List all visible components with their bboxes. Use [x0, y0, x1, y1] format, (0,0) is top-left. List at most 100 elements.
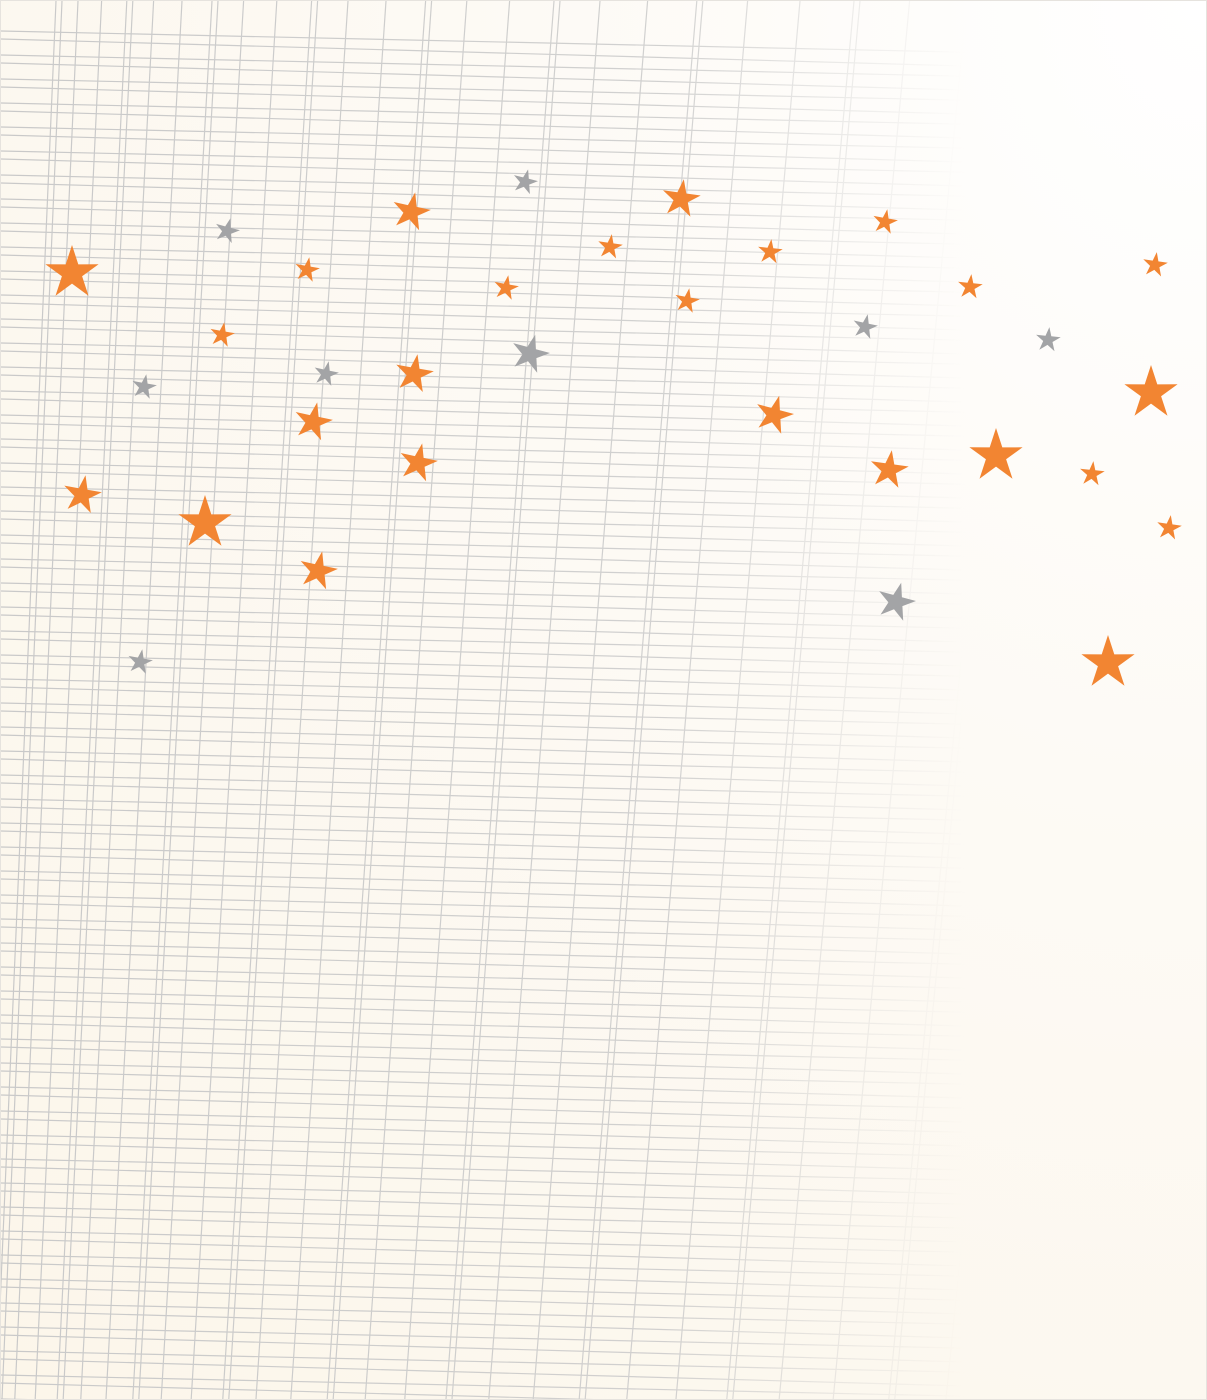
grid-line-horizontal [1, 207, 1001, 235]
grid-line-horizontal [1, 807, 1001, 835]
grid-line-horizontal [1, 183, 1001, 211]
grid-line-horizontal [1, 903, 1001, 931]
grid-line-horizontal [1, 847, 1001, 869]
star-orange-icon [301, 551, 338, 589]
grid-line-horizontal [1, 1111, 1001, 1133]
grid-line-horizontal [1, 999, 1001, 1027]
grid-line-horizontal [1, 1303, 1001, 1325]
star-orange-icon [178, 495, 231, 546]
grid-line-horizontal [1, 1351, 1001, 1373]
grid-line-horizontal [1, 855, 1001, 883]
grid-line-horizontal [1, 1311, 1001, 1339]
grid-line-horizontal [1, 1135, 1001, 1157]
grid-line-horizontal [1, 1191, 1001, 1219]
grid-line-horizontal [1, 471, 1001, 499]
star-orange-icon [45, 245, 98, 296]
grid-line-vertical [2, 1, 62, 1399]
grid-line-horizontal [1, 1143, 1001, 1171]
grid-line-horizontal [1, 135, 1001, 163]
grid-line-horizontal [1, 1023, 1001, 1051]
grid-line-horizontal [1, 823, 1001, 845]
grid-line-horizontal [1, 1263, 1001, 1291]
grid-line-vertical [579, 1, 697, 1399]
grid-line-horizontal [1, 711, 1001, 739]
grid-line-horizontal [1, 1255, 1001, 1277]
grid-line-horizontal [1, 495, 1001, 523]
grid-line-horizontal [1, 831, 1001, 859]
grid-line-horizontal [1, 591, 1001, 619]
grid-line-horizontal [1, 423, 1001, 451]
grid-line-horizontal [1, 967, 1001, 989]
grid-line-horizontal [1, 1087, 1001, 1109]
grid-line-horizontal [1, 319, 1001, 341]
grid-line-horizontal [1, 775, 1001, 797]
star-gray-icon [216, 218, 240, 243]
grid-line-horizontal [1, 703, 1001, 725]
grid-line-vertical [161, 1, 243, 1399]
star-orange-icon [1143, 252, 1168, 276]
grid-line-horizontal [1, 607, 1001, 629]
grid-line-horizontal [1, 1287, 1001, 1315]
grid-line-horizontal [1, 255, 1001, 283]
grid-line-horizontal [1, 991, 1001, 1013]
grid-line-horizontal [1, 511, 1001, 533]
grid-line-horizontal [1, 231, 1001, 259]
star-orange-icon [958, 274, 983, 298]
grid-line-horizontal [1, 151, 1001, 173]
grid-line-horizontal [1, 247, 1001, 269]
grid-line-horizontal [1, 63, 1001, 91]
grid-line-horizontal [1, 439, 1001, 461]
grid-line-horizontal [1, 199, 1001, 221]
star-gray-icon [1036, 327, 1061, 351]
grid-line-horizontal [1, 223, 1001, 245]
grid-line-horizontal [1, 1335, 1001, 1363]
star-orange-icon [663, 179, 701, 217]
grid-line-horizontal [1, 871, 1001, 893]
grid-line-horizontal [1, 463, 1001, 485]
grid-line-horizontal [1, 639, 1001, 667]
grid-line-horizontal [1, 727, 1001, 749]
star-orange-icon [394, 192, 431, 230]
grid-line-horizontal [1, 55, 1001, 77]
grid-line-vertical [1, 1, 56, 1399]
star-orange-icon [1080, 461, 1105, 485]
star-gray-icon [129, 649, 153, 674]
grid-line-horizontal [1, 175, 1001, 197]
grid-line-horizontal [1, 799, 1001, 821]
grid-line-horizontal [1, 343, 1001, 365]
grid-line-horizontal [1, 783, 1001, 811]
grid-line-horizontal [1, 1279, 1001, 1301]
grid-line-horizontal [1, 951, 1001, 979]
star-orange-icon [211, 322, 235, 347]
star-orange-icon [1157, 515, 1182, 539]
grid-line-horizontal [1, 655, 1001, 677]
star-orange-icon [874, 209, 898, 234]
grid-line-horizontal [1, 79, 1001, 101]
grid-line-horizontal [1, 303, 1001, 331]
grid-line-horizontal [1, 1375, 1001, 1397]
grid-line-horizontal [1, 927, 1001, 955]
perspective-grid [1, 1, 1086, 1399]
star-orange-icon [64, 475, 102, 513]
grid-line-horizontal [1, 295, 1001, 317]
grid-line-horizontal [1, 919, 1001, 941]
star-orange-icon [1081, 635, 1134, 686]
grid-line-horizontal [1, 1327, 1001, 1349]
grid-line-horizontal [1, 415, 1001, 437]
grid-line-horizontal [1, 1015, 1001, 1037]
grid-line-horizontal [1, 1039, 1001, 1061]
grid-line-horizontal [1, 1095, 1001, 1123]
grid-line-horizontal [1, 327, 1001, 355]
grid-line-horizontal [1, 375, 1001, 403]
grid-line-horizontal [1, 351, 1001, 379]
grid-line-horizontal [1, 159, 1001, 187]
star-orange-icon [1124, 365, 1177, 416]
grid-line-horizontal [1, 487, 1001, 509]
grid-line-horizontal [1, 975, 1001, 1003]
grid-line-horizontal [1, 895, 1001, 917]
grid-line-horizontal [1, 1359, 1001, 1387]
grid-line-horizontal [1, 879, 1001, 907]
star-orange-icon [676, 288, 700, 313]
